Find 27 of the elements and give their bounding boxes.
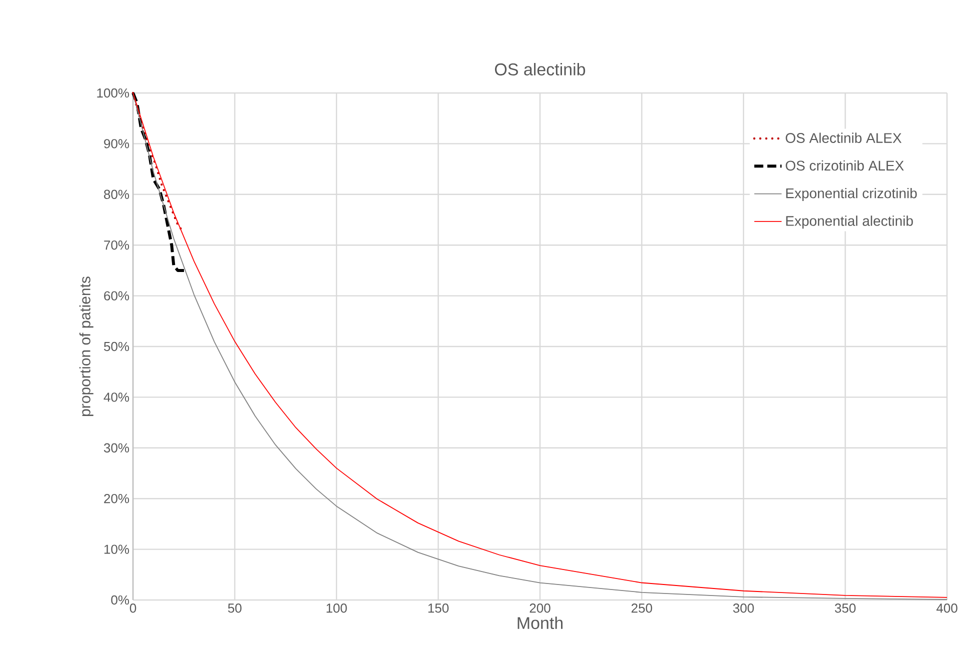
- x-tick-label: 100: [326, 604, 347, 613]
- y-tick-label: 10%: [104, 544, 130, 554]
- y-tick-label: 0%: [111, 595, 130, 605]
- chart-title: OS alectinib: [494, 62, 586, 76]
- x-tick-label: 200: [530, 604, 550, 613]
- y-tick-label: 20%: [104, 494, 130, 504]
- y-tick-label: 40%: [104, 392, 130, 402]
- y-tick-label: 30%: [104, 443, 130, 452]
- y-tick-label: 80%: [104, 190, 130, 199]
- x-axis-title: Month: [518, 616, 563, 630]
- y-axis-title: proportion of patients: [79, 276, 94, 416]
- x-tick-label: 250: [632, 604, 652, 613]
- x-tick-label: 300: [733, 604, 754, 613]
- y-tick-label: 100%: [97, 88, 130, 98]
- y-tick-label: 50%: [104, 342, 130, 352]
- y-tick-label: 70%: [104, 240, 130, 250]
- x-tick-label: 150: [428, 604, 449, 613]
- y-tick-label: 90%: [104, 139, 130, 148]
- y-tick-label: 60%: [104, 291, 130, 300]
- x-tick-label: 400: [936, 604, 958, 613]
- x-tick-label: 350: [834, 604, 856, 613]
- legend-label: Exponential alectinib: [786, 216, 913, 229]
- legend-label: Exponential crizotinib: [786, 188, 917, 202]
- legend-label: OS Alectinib ALEX: [786, 132, 902, 143]
- x-tick-label: 0: [130, 604, 136, 613]
- legend-label: OS crizotinib ALEX: [786, 160, 904, 171]
- x-tick-label: 50: [228, 604, 242, 613]
